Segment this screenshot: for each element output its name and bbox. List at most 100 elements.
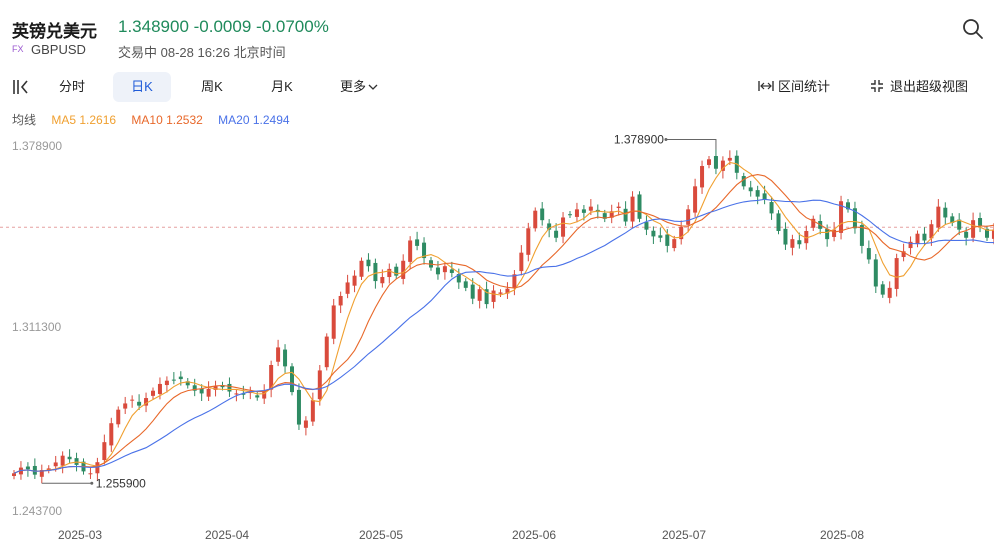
- market-status: 交易中 08-28 16:26 北京时间: [118, 45, 286, 60]
- candle-body: [769, 202, 774, 214]
- candle-body: [922, 233, 927, 241]
- candle-body: [832, 229, 837, 237]
- x-tick: 2025-05: [359, 528, 404, 542]
- candle-body: [985, 228, 989, 238]
- candle-body: [359, 260, 364, 277]
- ma20-line: [13, 198, 994, 474]
- candle-body: [741, 176, 746, 187]
- candle-body: [602, 213, 607, 219]
- candle-body: [290, 366, 294, 393]
- candle-body: [130, 399, 135, 401]
- page-title: 英镑兑美元: [12, 22, 97, 41]
- candle-body: [540, 208, 545, 221]
- candle-body: [505, 288, 510, 294]
- candle-body: [825, 228, 830, 240]
- tab-monthly-k[interactable]: 月K: [271, 79, 293, 94]
- candle-body: [199, 388, 204, 394]
- candle-body: [568, 214, 572, 216]
- candle-body: [477, 289, 482, 301]
- candle-body: [352, 275, 357, 286]
- candle-body: [880, 284, 885, 295]
- candle-body: [123, 403, 128, 409]
- candle-body: [859, 225, 864, 246]
- candle-body: [797, 240, 802, 245]
- candle-body: [32, 465, 37, 475]
- candle-body: [637, 194, 642, 219]
- candle-body: [574, 209, 579, 217]
- min-marker-dot: [90, 481, 94, 485]
- candle-body: [658, 235, 663, 238]
- collapse-panel-icon[interactable]: [12, 79, 30, 95]
- candle-body: [498, 292, 503, 294]
- candle-body: [310, 400, 315, 422]
- tab-more-label: 更多: [339, 79, 366, 94]
- candle-body: [116, 409, 121, 425]
- candle-body: [449, 269, 454, 273]
- tab-intraday[interactable]: 分时: [58, 79, 85, 94]
- candle-body: [74, 458, 79, 465]
- candle-body: [415, 239, 420, 246]
- candle-body: [533, 210, 538, 229]
- candle-body: [748, 187, 753, 192]
- candle-body: [25, 466, 30, 470]
- ma-legend-label: 均线: [12, 113, 37, 127]
- candle-body: [866, 248, 871, 260]
- chevron-down-icon: [368, 84, 378, 90]
- candle-body: [53, 462, 58, 467]
- candle-body: [672, 239, 677, 249]
- candle-body: [943, 207, 948, 218]
- candle-body: [234, 393, 239, 395]
- candle-body: [262, 390, 267, 399]
- period-toolbar: 分时 日K 周K 月K 更多 区间统计 退出超级视图: [0, 72, 994, 102]
- candle-body: [380, 277, 385, 284]
- candle-body: [526, 228, 531, 255]
- candle-body: [331, 305, 336, 339]
- candle-body: [387, 268, 392, 278]
- search-icon[interactable]: [962, 18, 984, 40]
- candle-body: [46, 468, 51, 471]
- tab-daily-k[interactable]: 日K: [113, 72, 171, 102]
- candle-body: [630, 196, 635, 222]
- candle-body: [151, 390, 155, 396]
- candle-body: [804, 231, 809, 244]
- candle-body: [991, 229, 994, 239]
- price-change: -0.0009: [193, 17, 252, 36]
- candle-body: [491, 290, 496, 302]
- ma10-line: [13, 174, 994, 474]
- candle-body: [456, 274, 461, 283]
- candle-body: [547, 223, 552, 230]
- candle-body: [651, 230, 656, 237]
- tab-weekly-k[interactable]: 周K: [201, 79, 223, 94]
- min-price-label: 1.255900: [96, 476, 146, 490]
- y-tick-top: 1.378900: [12, 139, 63, 153]
- range-stats-button[interactable]: 区间统计: [752, 72, 836, 102]
- x-tick: 2025-06: [512, 528, 557, 542]
- candle-body: [776, 213, 781, 232]
- candle-body: [137, 401, 142, 406]
- candle-body: [811, 218, 816, 228]
- candle-body: [178, 376, 183, 380]
- candle-body: [227, 383, 232, 392]
- candle-body: [95, 462, 100, 474]
- candle-body: [373, 262, 378, 282]
- candle-body: [561, 217, 566, 237]
- ma-legend: 均线 MA5 1.2616 MA10 1.2532 MA20 1.2494: [12, 111, 302, 128]
- candle-body: [296, 389, 301, 425]
- ma5-line: [13, 161, 994, 474]
- candle-body: [700, 166, 705, 188]
- candle-body: [317, 370, 322, 400]
- candlestick-chart[interactable]: 1.378900 1.255900: [0, 130, 994, 520]
- candle-body: [852, 208, 857, 229]
- exit-fullscreen-button[interactable]: 退出超级视图: [864, 72, 974, 102]
- x-tick: 2025-08: [820, 528, 865, 542]
- candle-body: [644, 222, 649, 230]
- range-stats-label: 区间统计: [777, 79, 830, 94]
- candle-body: [727, 157, 732, 161]
- candle-body: [971, 220, 976, 238]
- candle-body: [220, 385, 225, 388]
- tab-more[interactable]: 更多: [333, 72, 385, 102]
- candle-body: [588, 206, 593, 211]
- price-change-pct: -0.0700%: [256, 17, 329, 36]
- candle-body: [978, 218, 983, 226]
- candle-body: [665, 234, 670, 246]
